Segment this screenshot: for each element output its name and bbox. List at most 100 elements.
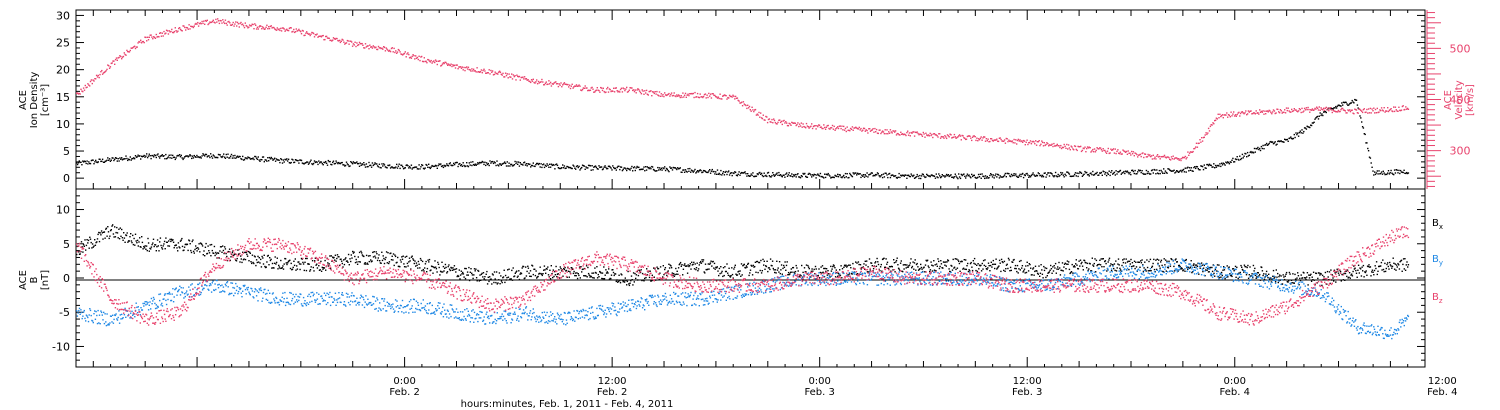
ion-density-series-point — [245, 157, 247, 159]
ion-density-series-point — [1353, 102, 1355, 104]
velocity-series-point — [1142, 152, 1144, 154]
velocity-series-point — [1023, 140, 1026, 142]
bx-series-point — [645, 276, 647, 279]
ion-density-series-point — [707, 171, 709, 174]
ion-density-series-point — [510, 163, 512, 166]
ion-density-series-point — [980, 177, 982, 179]
ion-density-series-point — [576, 165, 579, 167]
ion-density-series-point — [754, 175, 756, 178]
bx-series-point — [754, 261, 757, 263]
velocity-series-point — [125, 54, 127, 56]
ion-density-series-point — [879, 176, 881, 178]
velocity-series-point — [1321, 108, 1323, 110]
velocity-series-point — [466, 66, 468, 68]
ion-density-series-point — [466, 165, 469, 167]
bx-series-point — [759, 269, 761, 272]
bx-series-point — [466, 271, 469, 273]
bx-series-point — [935, 263, 938, 265]
velocity-series-point — [293, 31, 296, 34]
ion-density-series-point — [369, 164, 371, 167]
ion-density-series-point — [1108, 170, 1110, 172]
bx-series-point — [1032, 267, 1035, 269]
velocity-series-point — [96, 76, 99, 78]
ion-density-series-point — [1182, 169, 1184, 171]
ion-density-series-point — [91, 159, 93, 161]
velocity-series-point — [766, 121, 769, 124]
ion-density-series-point — [1315, 117, 1317, 119]
velocity-series-point — [947, 135, 950, 137]
ion-density-series-point — [530, 166, 532, 168]
bx-series-point — [389, 252, 391, 255]
velocity-series-point — [1278, 112, 1281, 114]
bx-series-point — [208, 250, 210, 252]
velocity-series-point — [793, 122, 796, 124]
velocity-series-point — [715, 95, 717, 98]
bx-series-point — [172, 239, 174, 241]
bx-series-point — [405, 266, 407, 268]
ion-density-series-point — [662, 167, 664, 169]
bx-series-point — [104, 237, 106, 239]
velocity-series-point — [614, 87, 617, 89]
bx-series-point — [412, 259, 415, 261]
ion-density-series-point — [1117, 171, 1119, 173]
ion-density-series-point — [764, 175, 766, 177]
velocity-series-point — [79, 93, 81, 95]
velocity-series-point — [763, 119, 765, 121]
bx-series-point — [1061, 262, 1064, 264]
ion-density-series-point — [365, 163, 368, 165]
bx-series-point — [703, 271, 705, 273]
bx-series-point — [598, 276, 600, 278]
velocity-series-point — [185, 26, 188, 29]
ion-density-series-point — [1256, 148, 1258, 150]
velocity-series-point — [750, 110, 752, 112]
ion-density-series-point — [533, 165, 535, 167]
velocity-series-point — [1291, 110, 1294, 113]
ion-density-series-point — [206, 156, 208, 158]
velocity-series-point — [1170, 156, 1173, 158]
velocity-series-point — [92, 79, 94, 81]
velocity-series-point — [478, 71, 480, 73]
velocity-series-point — [231, 23, 234, 26]
ion-density-series-point — [1086, 174, 1089, 176]
bx-series-point — [635, 277, 637, 280]
ion-density-series-point — [817, 173, 819, 175]
bx-series-point — [855, 261, 857, 263]
velocity-series-point — [826, 125, 828, 127]
ion-density-series-point — [111, 157, 113, 159]
velocity-series-point — [350, 40, 352, 42]
bx-series-point — [441, 261, 443, 263]
velocity-series-point — [259, 25, 261, 27]
ion-density-series-point — [1103, 171, 1105, 173]
bx-series-point — [392, 253, 395, 255]
ion-density-series-point — [364, 164, 366, 166]
ion-density-series-point — [96, 161, 99, 164]
velocity-series-point — [483, 68, 485, 70]
velocity-series-point — [315, 34, 317, 36]
bx-series-point — [510, 278, 512, 280]
bx-series-point — [1007, 257, 1010, 260]
ion-density-series-point — [715, 173, 718, 175]
ion-density-series-point — [481, 160, 483, 163]
ion-density-series-point — [92, 159, 94, 161]
bx-series-point — [98, 240, 101, 243]
bx-series-point — [808, 267, 810, 270]
ion-density-series-point — [176, 155, 178, 157]
bx-series-point — [1095, 259, 1098, 262]
velocity-series-point — [1014, 142, 1016, 144]
ion-density-series-point — [123, 158, 125, 160]
ion-density-series-point — [861, 174, 863, 176]
ion-density-series-point — [208, 155, 210, 157]
velocity-series-point — [1387, 107, 1389, 109]
bx-series-point — [83, 245, 85, 247]
ion-density-series-point — [1132, 170, 1135, 173]
velocity-series-point — [1124, 150, 1126, 153]
ion-density-series-point — [107, 157, 109, 159]
velocity-series-point — [313, 36, 316, 38]
bx-series-point — [277, 268, 279, 270]
bx-series-point — [382, 255, 384, 257]
bx-series-point — [133, 237, 135, 240]
bx-series-point — [879, 266, 882, 268]
ion-density-series-point — [1003, 175, 1005, 178]
velocity-series-point — [407, 52, 409, 54]
velocity-series-point — [518, 75, 521, 78]
